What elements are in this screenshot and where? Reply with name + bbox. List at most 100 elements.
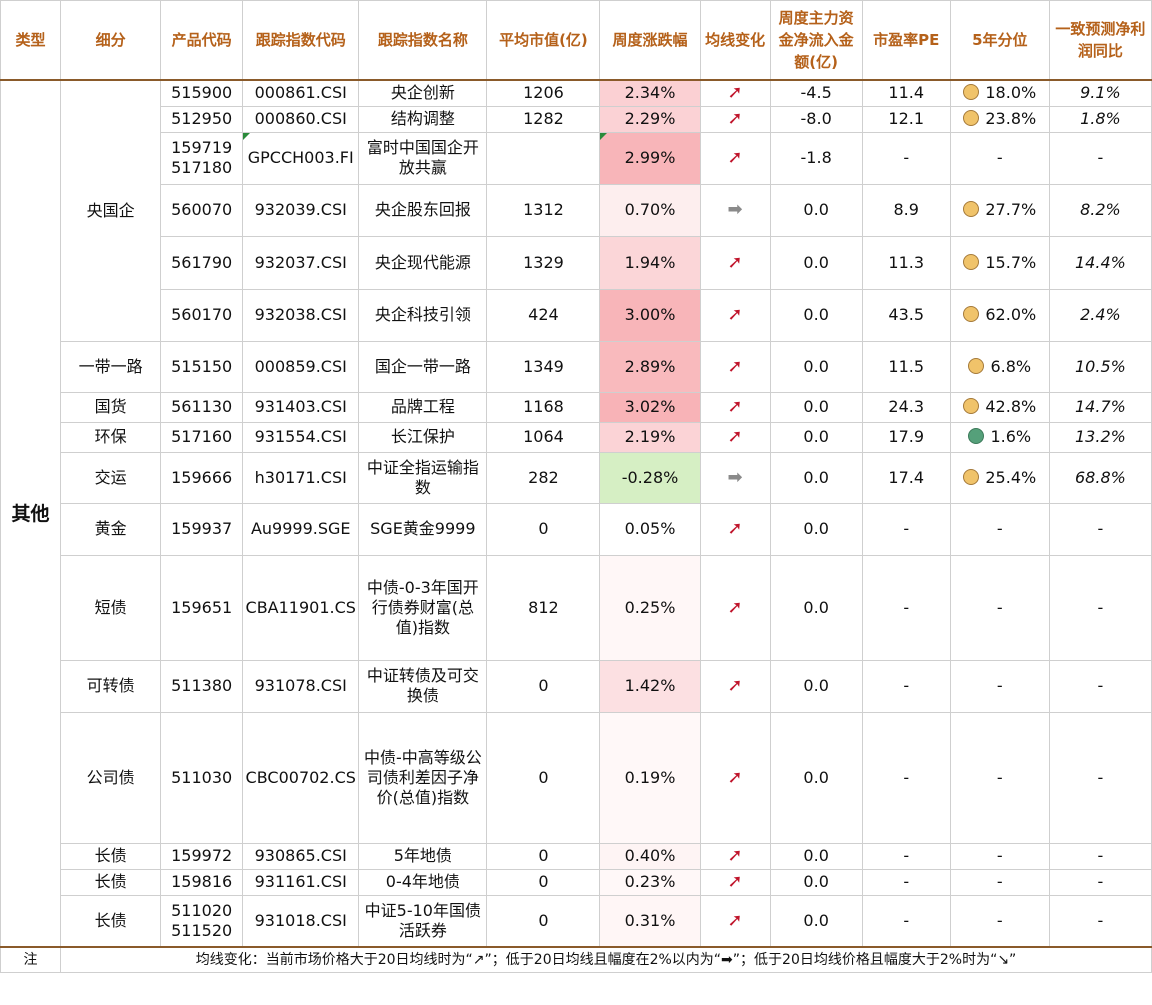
avg-cap: 0: [486, 659, 601, 713]
fund-flow: 0.0: [769, 340, 863, 393]
sub-category: 可转债: [60, 659, 162, 713]
pe-ratio: -: [861, 131, 951, 185]
fund-flow: 0.0: [769, 894, 863, 948]
percentile-cell: 62.0%: [949, 288, 1050, 342]
profit-growth: 9.1%: [1048, 79, 1152, 107]
avg-cap: 1168: [486, 391, 601, 423]
percentile-cell: 25.4%: [949, 451, 1050, 504]
table-row: 长债 159816 931161.CSI 0-4年地债 0 0.23% ➚ 0.0- - -: [1, 868, 1152, 896]
weekly-change: 2.34%: [599, 79, 701, 107]
profit-growth: -: [1048, 842, 1152, 870]
header-type: 类型: [0, 0, 62, 81]
avg-cap: 282: [486, 451, 601, 504]
fund-flow: -8.0: [769, 105, 863, 133]
table-row: 长债 159972 930865.CSI 5年地债 0 0.40% ➚ 0.0- - -: [1, 842, 1152, 870]
index-name: 5年地债: [358, 842, 488, 870]
product-code: 511020 511520: [160, 894, 244, 948]
percentile-value: 18.0%: [985, 83, 1037, 103]
percentile-value: -: [996, 872, 1003, 891]
weekly-change: 0.05%: [599, 502, 701, 556]
fund-flow: 0.0: [769, 711, 863, 844]
index-name: SGE黄金9999: [358, 502, 488, 556]
arrow-up-right-icon: ➚: [727, 675, 743, 696]
ma-change-cell: ➚: [699, 868, 771, 896]
index-code: 000860.CSI: [242, 105, 360, 133]
percentile-cell: -: [949, 894, 1050, 948]
pe-ratio: 11.5: [861, 340, 951, 393]
arrow-up-right-icon: ➚: [727, 108, 743, 129]
profit-growth: -: [1048, 502, 1152, 556]
yellow-circle-icon: [963, 201, 980, 217]
percentile-value: 6.8%: [990, 356, 1032, 376]
ma-change-cell: ➡: [699, 451, 771, 504]
index-code: 932038.CSI: [242, 288, 360, 342]
weekly-change: 0.23%: [599, 868, 701, 896]
percentile-cell: 42.8%: [949, 391, 1050, 423]
percentile-cell: -: [949, 711, 1050, 844]
pe-ratio: -: [861, 894, 951, 948]
percentile-value: 42.8%: [985, 397, 1037, 416]
avg-cap: 1206: [486, 79, 601, 107]
yellow-circle-icon: [963, 468, 980, 485]
product-code: 159816: [160, 868, 244, 896]
product-code: 560070: [160, 183, 244, 237]
index-code: CBA11901.CS: [242, 554, 360, 661]
index-code: 000861.CSI: [242, 79, 360, 107]
arrow-up-right-icon: ➚: [727, 304, 743, 325]
fund-flow: 0.0: [769, 288, 863, 342]
product-code: 159666: [160, 451, 244, 504]
percentile-value: -: [996, 767, 1003, 787]
table-row: 561790 932037.CSI 央企现代能源 1329 1.94% ➚ 0.0 11.3 1…: [1, 235, 1152, 290]
yellow-circle-icon: [963, 110, 980, 126]
percentile-value: -: [996, 597, 1003, 617]
avg-cap: 812: [486, 554, 601, 661]
weekly-change: 3.00%: [599, 288, 701, 342]
index-name: 央企科技引领: [358, 288, 488, 342]
fund-flow: 0.0: [769, 421, 863, 453]
sub-category: 短债: [60, 554, 162, 661]
fund-flow: -4.5: [769, 79, 863, 107]
percentile-cell: 18.0%: [949, 79, 1050, 107]
arrow-up-right-icon: ➚: [727, 845, 743, 866]
arrow-up-right-icon: ➚: [727, 426, 743, 447]
index-code: 931403.CSI: [242, 391, 360, 423]
percentile-cell: -: [949, 502, 1050, 556]
profit-growth: 2.4%: [1048, 288, 1152, 342]
table-row: 一带一路 515150 000859.CSI 国企一带一路 1349 2.89% ➚ 0.0 1…: [1, 340, 1152, 393]
profit-growth: 14.7%: [1048, 391, 1152, 423]
ma-change-cell: ➚: [699, 391, 771, 423]
product-code: 561130: [160, 391, 244, 423]
table-row: 公司债 511030 CBC00702.CS 中债-中高等级公司债利差因子净价(总值)…: [1, 711, 1152, 844]
header-code: 产品代码: [160, 0, 244, 81]
index-name: 富时中国国企开放共赢: [358, 131, 488, 185]
fund-flow: 0.0: [769, 554, 863, 661]
pe-ratio: 8.9: [861, 183, 951, 237]
index-code: h30171.CSI: [242, 451, 360, 504]
arrow-right-icon: ➡: [727, 199, 743, 220]
avg-cap: 1329: [486, 235, 601, 290]
fund-flow: 0.0: [769, 842, 863, 870]
profit-growth: 14.4%: [1048, 235, 1152, 290]
index-code: GPCCH003.FI: [242, 131, 360, 185]
table-row: 其他 央国企 515900 000861.CSI 央企创新 1206 2.34% ➚ -4.5 1…: [0, 79, 1152, 948]
header-pe: 市盈率PE: [861, 0, 951, 81]
sub-category: 国货: [60, 391, 162, 423]
sub-category: 央国企: [60, 79, 162, 342]
pe-ratio: -: [861, 502, 951, 556]
pe-ratio: 17.4: [861, 451, 951, 504]
profit-growth: -: [1048, 868, 1152, 896]
table-row: 交运 159666 h30171.CSI 中证全指运输指数 282 -0.28% ➡ 0.0 1…: [1, 451, 1152, 504]
percentile-cell: 27.7%: [949, 183, 1050, 237]
index-name: 中证5-10年国债活跃券: [358, 894, 488, 948]
weekly-change: -0.28%: [599, 451, 701, 504]
index-name: 长江保护: [358, 421, 488, 453]
pe-ratio: 43.5: [861, 288, 951, 342]
header-ma-change: 均线变化: [699, 0, 771, 81]
arrow-up-right-icon: ➚: [727, 355, 743, 377]
percentile-value: -: [996, 910, 1003, 930]
index-code: 000859.CSI: [242, 340, 360, 393]
arrow-up-right-icon: ➚: [727, 251, 743, 273]
ma-change-cell: ➚: [699, 105, 771, 133]
index-code: 931018.CSI: [242, 894, 360, 948]
arrow-up-right-icon: ➚: [727, 147, 743, 168]
